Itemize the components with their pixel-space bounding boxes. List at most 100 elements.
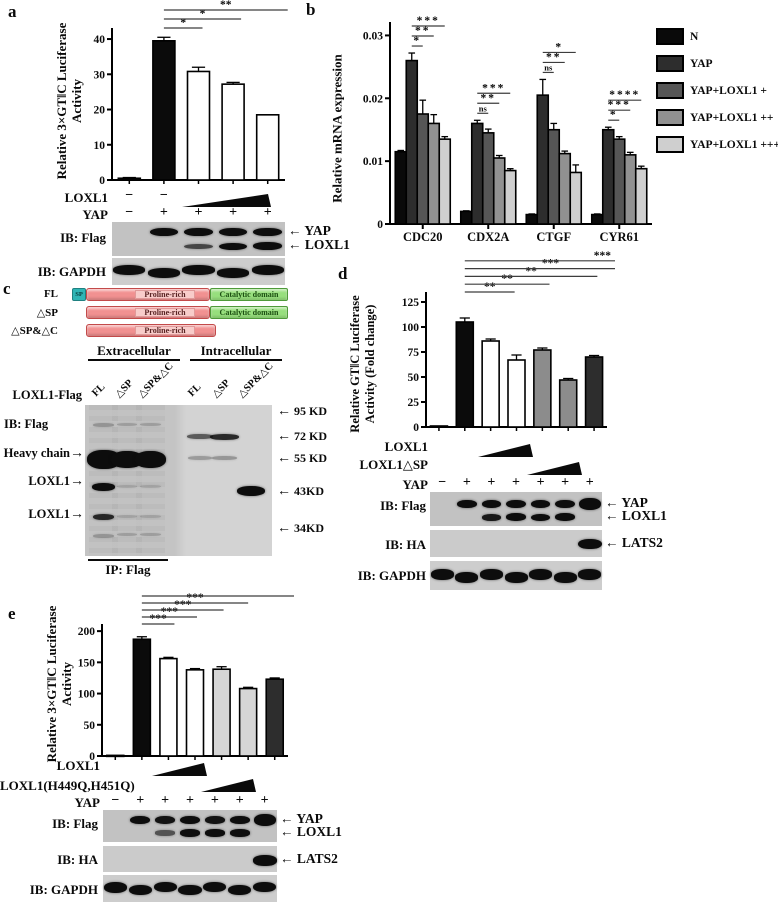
blot-band [93, 513, 115, 520]
blot-band [578, 497, 601, 510]
blot-band [111, 450, 143, 468]
blot-band [253, 228, 282, 237]
significance-label: *** [417, 16, 440, 27]
marker-72kd: ← 72 KD [277, 429, 327, 444]
western-blot-gapdh [103, 875, 277, 902]
significance-label: ns [479, 103, 488, 113]
ib-flag-label: IB: Flag [52, 816, 98, 831]
right-arrow-icon: → [70, 474, 84, 489]
blot-band [216, 268, 250, 278]
marker-43kd: ← 43KD [277, 484, 324, 499]
y-tick-label: 75 [408, 347, 420, 359]
y-tick-label: 0 [99, 175, 105, 186]
blot-band [180, 829, 200, 837]
loxl1-mutant-dose-label: LOXL1(H449Q,H451Q) [0, 778, 135, 793]
legend-swatch [656, 28, 684, 45]
blot-band [455, 572, 479, 583]
loxl1-band-label-1: LOXL1→ [28, 474, 84, 489]
significance-label: *** [594, 250, 612, 262]
legend-label: YAP+LOXL1 ++ [690, 111, 774, 124]
marker-55kd: ← 55 KD [277, 451, 327, 466]
significance-label: * [555, 41, 563, 53]
right-arrow-icon: → [70, 446, 84, 461]
legend-item: YAP [656, 55, 778, 72]
panel-letter-c: c [3, 279, 11, 298]
blot-band [229, 816, 250, 825]
blot-band [479, 569, 503, 580]
blot-band [91, 482, 116, 491]
legend-label: N [690, 30, 699, 43]
dose-mark: − [111, 793, 120, 808]
western-blot-flag [112, 222, 285, 256]
left-arrow-icon: ← [277, 521, 291, 536]
dose-mark: + [229, 205, 238, 220]
ib-gapdh-label: IB: GAPDH [29, 882, 98, 897]
dose-mark: + [462, 475, 471, 490]
bar [212, 668, 231, 757]
legend-item: YAP+LOXL1 ++ [656, 109, 778, 126]
blot-band [212, 455, 237, 460]
bar [238, 687, 258, 757]
loxl1-dose-wedge-icon [478, 441, 533, 457]
band-arrow-lats2: ← LATS2 [605, 535, 663, 551]
blot-band [155, 830, 175, 836]
legend-item: YAP+LOXL1 + [656, 82, 778, 99]
ib-flag-label: IB: Flag [4, 417, 49, 431]
legend-swatch [656, 82, 684, 99]
blot-band [187, 455, 213, 460]
dose-mark: + [210, 793, 219, 808]
blot-band [117, 515, 138, 519]
legend-label: YAP+LOXL1 +++ [690, 138, 778, 151]
yap-dose-label: YAP [74, 795, 100, 810]
proline-rich-label: Proline-rich [135, 326, 195, 335]
significance-label: ** [501, 273, 513, 285]
blot-band [555, 513, 575, 522]
y-tick-label: 150 [78, 657, 96, 669]
dose-mark: + [161, 793, 170, 808]
y-tick-label: 50 [408, 372, 420, 384]
band-arrow-loxl1: ← LOXL1 [280, 824, 342, 840]
blot-band [103, 881, 128, 893]
dose-mark: + [159, 205, 168, 220]
category-label: CYR61 [599, 230, 639, 244]
blot-band [182, 265, 215, 275]
dose-mark: − [125, 205, 134, 220]
blot-band [117, 533, 138, 537]
loxl1-dsp-dose-label: LOXL1△SP [359, 457, 428, 472]
western-blot-ha [430, 530, 602, 557]
construct-dsp: △SP Proline-rich Catalytic domain [0, 306, 778, 320]
y-tick-label: 0.01 [363, 156, 383, 168]
blot-band [117, 423, 138, 427]
panel-letter-b: b [306, 0, 316, 19]
significance-label: * [200, 8, 206, 20]
blot-band [128, 884, 152, 896]
western-blot-gapdh [112, 258, 285, 285]
significance-label: *** [174, 599, 192, 611]
y-axis-label-line1: Relative 3×GT‖C Luciferase [44, 605, 59, 763]
y-tick-label: 0.02 [363, 93, 383, 105]
blot-band [504, 572, 528, 583]
loxl1-dose-marks: − − [112, 188, 285, 204]
ip-flag-label: IP: Flag [105, 562, 151, 577]
blot-band [147, 268, 181, 278]
panel-letter-d: d [338, 264, 348, 283]
heavy-chain-label: Heavy chain→ [3, 446, 84, 461]
construct-fl: FL SP Proline-rich Catalytic domain [0, 288, 778, 302]
ib-ha-label: IB: HA [57, 852, 98, 867]
bar [185, 669, 205, 757]
blot-band [205, 816, 225, 825]
sp-domain: SP [72, 288, 86, 301]
western-blot-flag [103, 810, 277, 842]
dose-mark: − [159, 188, 168, 203]
band-arrow-yap: ← YAP [280, 811, 323, 827]
blot-band [529, 569, 553, 580]
dose-mark: + [487, 475, 496, 490]
blot-band [236, 486, 265, 497]
band-arrow-yap: ← YAP [605, 494, 648, 510]
dose-mark: + [235, 793, 244, 808]
band-arrow-loxl1: ← LOXL1 [605, 508, 667, 524]
blot-band [253, 814, 276, 827]
